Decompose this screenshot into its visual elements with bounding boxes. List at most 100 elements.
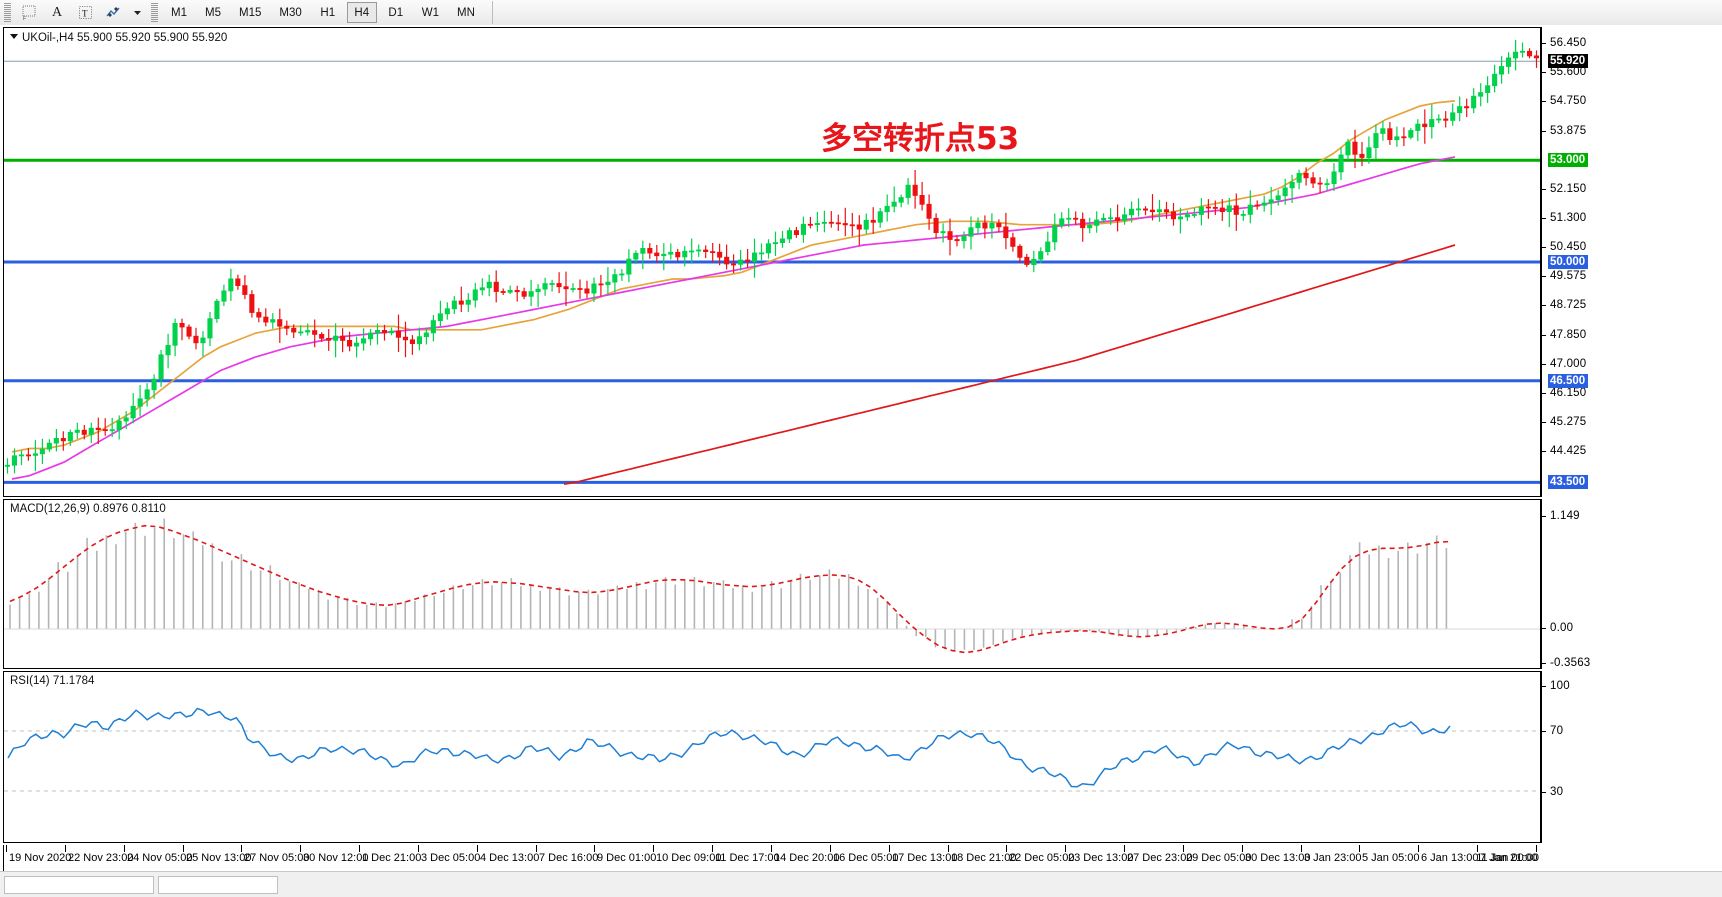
time-axis-label: 30 Nov 12:00 <box>303 852 369 864</box>
time-tick <box>6 845 7 852</box>
collapse-arrow-icon[interactable] <box>10 34 18 39</box>
timeframe-d1[interactable]: D1 <box>388 6 404 19</box>
current-price-tag: 55.920 <box>1548 54 1589 69</box>
price-tick-label: 54.750 <box>1550 94 1587 107</box>
time-tick <box>359 845 360 852</box>
price-axis-line <box>1541 27 1542 497</box>
price-pane[interactable]: UKOil-,H4 55.900 55.920 55.900 55.920 多空… <box>3 27 1541 497</box>
time-tick <box>1418 845 1419 852</box>
rsi-tick-label: 100 <box>1550 680 1570 692</box>
price-tick-label: 47.850 <box>1550 328 1587 341</box>
timeframe-m30[interactable]: M30 <box>279 6 302 19</box>
time-tick <box>653 845 654 852</box>
chart-annotation-text: 多空转折点53 <box>821 121 1020 157</box>
text-box-icon[interactable]: T <box>72 2 98 24</box>
time-tick <box>183 845 184 852</box>
time-tick <box>477 845 478 852</box>
timeframe-m1[interactable]: M1 <box>171 6 187 19</box>
time-axis-label: 1 Dec 21:00 <box>362 852 422 864</box>
time-axis-label: 18 Dec 21:00 <box>951 852 1017 864</box>
macd-label: MACD(12,26,9) 0.8976 0.8110 <box>10 503 166 515</box>
price-level-tag[interactable]: 46.500 <box>1548 373 1589 388</box>
time-tick <box>1124 845 1125 852</box>
time-tick <box>418 845 419 852</box>
time-tick <box>65 845 66 852</box>
chart-area[interactable]: UKOil-,H4 55.900 55.920 55.900 55.920 多空… <box>0 25 1722 871</box>
timeframe-w1[interactable]: W1 <box>421 6 439 19</box>
time-tick <box>300 845 301 852</box>
macd-tick-label: 0.00 <box>1550 622 1574 635</box>
time-axis-label: 22 Nov 23:00 <box>68 852 134 864</box>
time-tick <box>124 845 125 852</box>
time-axis-label: 9 Dec 01:00 <box>597 852 657 864</box>
time-axis-label: 24 Nov 05:00 <box>127 852 193 864</box>
time-tick <box>771 845 772 852</box>
rsi-tick <box>1541 791 1546 793</box>
price-tick <box>1541 363 1546 365</box>
price-level-tag[interactable]: 43.500 <box>1548 475 1589 490</box>
price-tick-label: 50.450 <box>1550 240 1587 253</box>
crosshair-grid-icon[interactable]: F <box>16 2 42 24</box>
time-axis-label: 19 Nov 2020 <box>9 852 72 864</box>
price-scale[interactable]: 56.450 55.600 54.750 53.875 52.150 51.300 50.4… <box>1541 27 1722 497</box>
price-tick <box>1541 392 1546 394</box>
time-axis[interactable]: 19 Nov 2020 22 Nov 23:00 24 Nov 05:00 25 No… <box>3 845 1541 871</box>
macd-tick <box>1541 516 1546 517</box>
rsi-label: RSI(14) 71.1784 <box>10 675 95 687</box>
time-axis-label: 11 Jan 00:00 <box>1476 852 1539 864</box>
time-tick <box>1006 845 1007 852</box>
timeframe-toolbar-grip[interactable] <box>151 3 158 22</box>
price-tick-label: 47.000 <box>1550 357 1587 370</box>
time-axis-label: 4 Dec 13:00 <box>480 852 540 864</box>
macd-tick-label: -0.3563 <box>1550 657 1591 669</box>
time-tick <box>1183 845 1184 852</box>
symbol-header-text: UKOil-,H4 55.900 55.920 55.900 55.920 <box>22 32 228 44</box>
time-axis-label: 14 Dec 20:00 <box>774 852 840 864</box>
price-tick-label: 48.725 <box>1550 299 1587 312</box>
macd-pane[interactable]: MACD(12,26,9) 0.8976 0.8110 <box>3 499 1541 669</box>
rsi-pane[interactable]: RSI(14) 71.1784 <box>3 671 1541 843</box>
price-tick <box>1541 422 1546 424</box>
price-tick-label: 55.600 <box>1550 66 1587 79</box>
rsi-tick-label: 30 <box>1550 785 1564 798</box>
rsi-tick <box>1541 686 1546 687</box>
time-tick <box>1242 845 1243 852</box>
time-tick <box>1065 845 1066 852</box>
macd-scale[interactable]: 1.149 0.00 -0.3563 <box>1541 499 1722 669</box>
timeframe-m15[interactable]: M15 <box>239 6 262 19</box>
time-tick <box>1477 845 1478 852</box>
price-tick <box>1541 305 1546 307</box>
price-tick <box>1541 100 1546 102</box>
price-tick <box>1541 276 1546 278</box>
price-tick <box>1541 72 1546 74</box>
price-tick-label: 44.425 <box>1550 445 1587 458</box>
price-tick-label: 45.275 <box>1550 416 1587 429</box>
price-level-tag[interactable]: 50.000 <box>1548 255 1589 269</box>
indicators-icon[interactable] <box>100 2 126 24</box>
timeframe-h1[interactable]: H1 <box>320 6 336 19</box>
status-cell-1 <box>4 875 154 894</box>
time-axis-label: 29 Dec 05:00 <box>1186 852 1252 864</box>
toolbar-divider <box>491 1 493 24</box>
main-toolbar: F A T M1 M5 M15 M30 H1 H4 D1 <box>0 0 1722 26</box>
price-tick <box>1541 334 1546 336</box>
price-tick-label: 51.300 <box>1550 211 1587 224</box>
macd-tick-label: 1.149 <box>1550 510 1580 522</box>
svg-text:T: T <box>82 9 88 19</box>
macd-axis-line <box>1541 499 1542 669</box>
rsi-tick-label: 70 <box>1550 725 1564 738</box>
timeframe-h4[interactable]: H4 <box>346 2 377 23</box>
indicators-dropdown-arrow-icon[interactable] <box>128 2 146 24</box>
price-level-tag[interactable]: 53.000 <box>1548 153 1589 168</box>
timeframe-m5[interactable]: M5 <box>205 6 221 19</box>
text-label-icon[interactable]: A <box>51 4 63 20</box>
time-axis-label: 11 Dec 17:00 <box>715 852 780 864</box>
timeframe-mn[interactable]: MN <box>457 6 475 19</box>
price-tick <box>1541 217 1546 219</box>
toolbar-grip[interactable] <box>4 3 11 22</box>
time-axis-label: 5 Jan 05:00 <box>1362 852 1420 864</box>
price-tick-label: 56.450 <box>1550 37 1587 50</box>
time-axis-label: 7 Dec 16:00 <box>539 852 599 864</box>
rsi-scale[interactable]: 100 70 30 <box>1541 671 1722 843</box>
